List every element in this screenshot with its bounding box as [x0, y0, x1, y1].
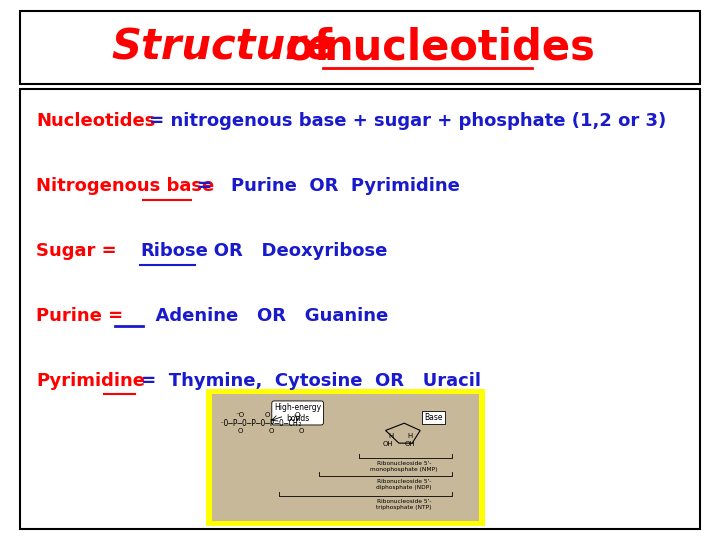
Text: =  Thymine,  Cytosine  OR   Uracil: = Thymine, Cytosine OR Uracil	[135, 372, 481, 390]
Text: = nitrogenous base + sugar + phosphate (1,2 or 3): = nitrogenous base + sugar + phosphate (…	[143, 112, 666, 131]
Text: of: of	[271, 26, 347, 68]
FancyBboxPatch shape	[212, 394, 479, 521]
FancyBboxPatch shape	[206, 389, 485, 526]
Text: Pyrimidine: Pyrimidine	[36, 372, 145, 390]
Text: Nucleotides: Nucleotides	[36, 112, 156, 131]
FancyBboxPatch shape	[20, 89, 700, 529]
Text: =   Purine  OR  Pyrimidine: = Purine OR Pyrimidine	[191, 177, 459, 195]
FancyBboxPatch shape	[20, 11, 700, 84]
Text: Sugar =: Sugar =	[36, 242, 117, 260]
Text: nucleotides: nucleotides	[323, 26, 595, 68]
Text: Nitrogenous base: Nitrogenous base	[36, 177, 215, 195]
Text: Structure: Structure	[112, 26, 335, 68]
Text: Adenine   OR   Guanine: Adenine OR Guanine	[143, 307, 388, 325]
Text: Ribose: Ribose	[140, 242, 208, 260]
Text: Purine =: Purine =	[36, 307, 123, 325]
Text: OR   Deoxyribose: OR Deoxyribose	[195, 242, 387, 260]
